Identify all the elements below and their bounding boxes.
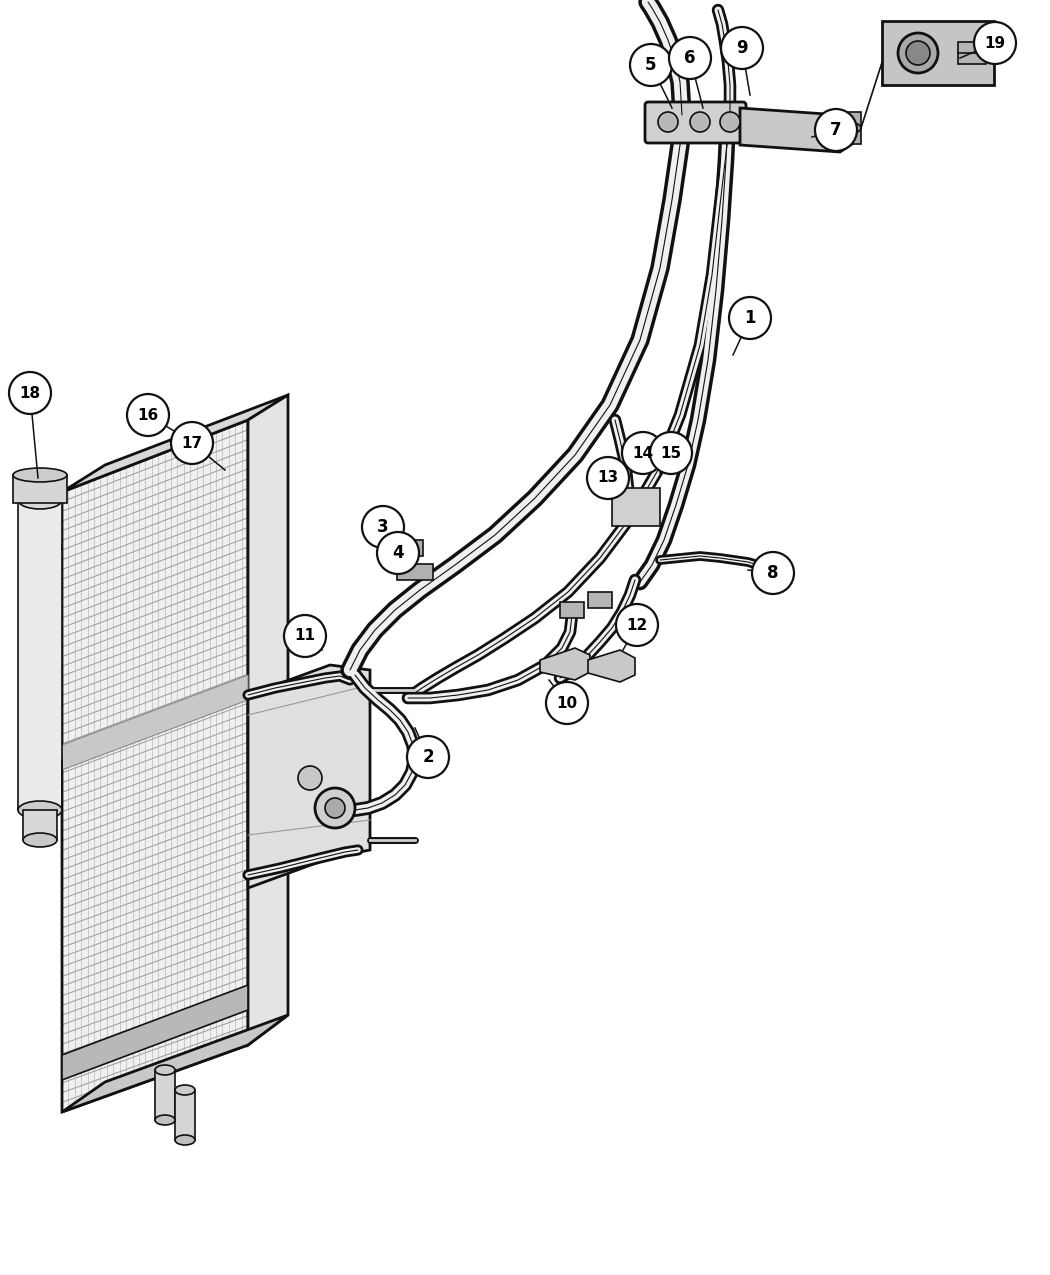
Ellipse shape (18, 491, 62, 509)
Circle shape (315, 788, 355, 827)
Circle shape (898, 33, 938, 73)
FancyBboxPatch shape (645, 102, 746, 143)
Bar (155, 1070, 175, 1119)
Ellipse shape (155, 1116, 175, 1125)
Text: 1: 1 (744, 309, 756, 326)
Ellipse shape (175, 1085, 195, 1095)
Text: 9: 9 (736, 40, 748, 57)
Ellipse shape (13, 468, 67, 482)
Polygon shape (62, 419, 248, 1112)
Ellipse shape (155, 1065, 175, 1075)
Circle shape (690, 112, 710, 133)
Ellipse shape (175, 1135, 195, 1145)
Circle shape (906, 41, 930, 65)
Text: 10: 10 (556, 695, 578, 710)
Text: 7: 7 (831, 121, 842, 139)
Text: 2: 2 (422, 748, 434, 766)
Circle shape (762, 560, 778, 576)
Circle shape (9, 372, 51, 414)
Circle shape (650, 432, 692, 474)
Text: 4: 4 (393, 544, 404, 562)
Polygon shape (588, 650, 635, 682)
Bar (612, 488, 660, 527)
Text: 5: 5 (646, 56, 656, 74)
FancyBboxPatch shape (882, 20, 994, 85)
Circle shape (721, 27, 763, 69)
Bar (387, 541, 423, 556)
Polygon shape (740, 108, 855, 152)
Polygon shape (62, 674, 248, 770)
Polygon shape (62, 986, 248, 1080)
Ellipse shape (23, 833, 57, 847)
Bar (397, 564, 433, 580)
Circle shape (298, 766, 322, 790)
Polygon shape (248, 395, 288, 1046)
Circle shape (362, 506, 404, 548)
Circle shape (587, 456, 629, 499)
Circle shape (326, 798, 345, 819)
Text: 14: 14 (632, 445, 653, 460)
Circle shape (815, 108, 857, 150)
Bar (175, 1090, 195, 1140)
Circle shape (127, 394, 169, 436)
Text: 17: 17 (182, 436, 203, 450)
Bar (560, 602, 584, 618)
Circle shape (658, 112, 678, 133)
Circle shape (377, 532, 419, 574)
Text: 15: 15 (660, 445, 681, 460)
Circle shape (171, 422, 213, 464)
Ellipse shape (843, 122, 861, 133)
Text: 11: 11 (294, 629, 315, 644)
Text: 13: 13 (597, 470, 618, 486)
Bar (588, 592, 612, 608)
Bar (843, 112, 861, 144)
Circle shape (729, 297, 771, 339)
Bar (18, 500, 62, 810)
Polygon shape (248, 666, 370, 887)
Text: 8: 8 (768, 564, 779, 581)
Text: 18: 18 (20, 385, 41, 400)
Text: 12: 12 (627, 617, 648, 632)
Text: 3: 3 (377, 518, 388, 536)
Circle shape (616, 604, 658, 646)
Circle shape (974, 22, 1016, 64)
Polygon shape (540, 648, 590, 680)
Bar (958, 42, 986, 64)
Circle shape (284, 615, 326, 657)
Text: 19: 19 (985, 36, 1006, 51)
Text: 6: 6 (685, 48, 696, 68)
Polygon shape (62, 1015, 288, 1112)
Circle shape (720, 112, 740, 133)
Polygon shape (62, 419, 248, 1112)
Circle shape (622, 432, 664, 474)
Polygon shape (62, 395, 288, 492)
Circle shape (407, 736, 449, 778)
Ellipse shape (18, 801, 62, 819)
Circle shape (630, 45, 672, 85)
Circle shape (546, 682, 588, 724)
Bar (13, 476, 67, 504)
Bar (23, 810, 57, 840)
Circle shape (752, 552, 794, 594)
Ellipse shape (757, 558, 782, 578)
Text: 16: 16 (138, 408, 159, 422)
Circle shape (669, 37, 711, 79)
